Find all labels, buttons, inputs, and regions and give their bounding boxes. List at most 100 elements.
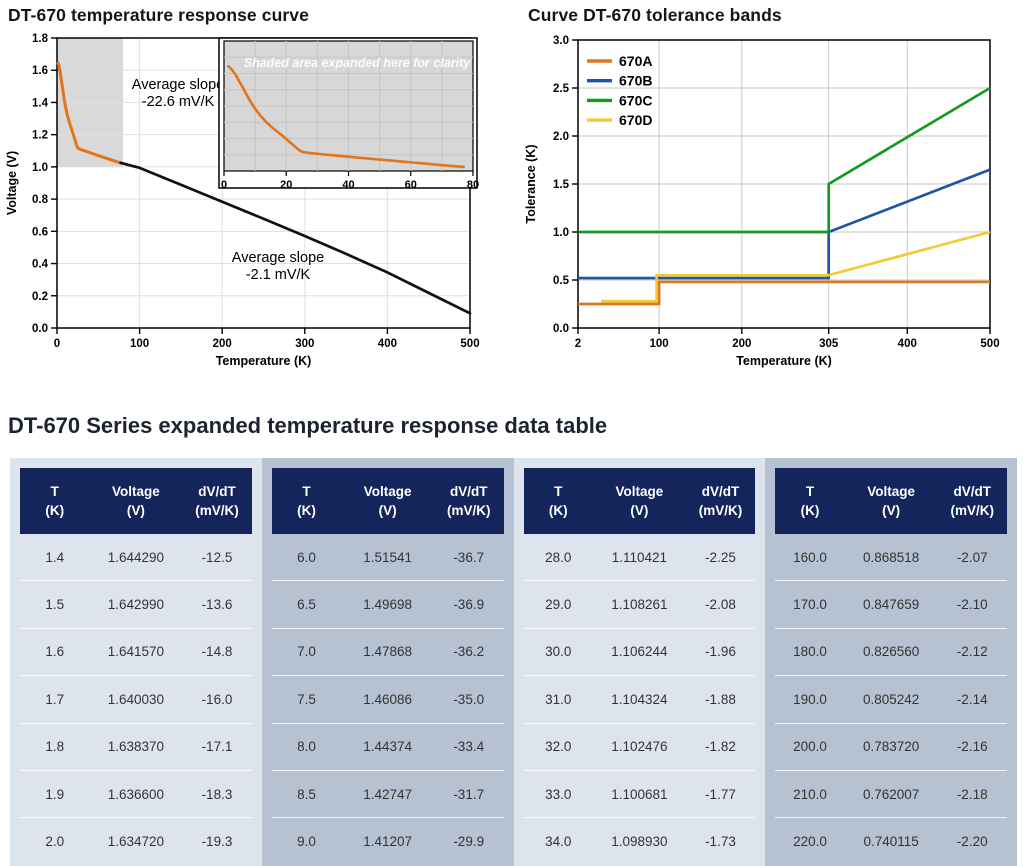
header-cell: Voltage (V) [90, 482, 183, 520]
cell-dvdt: -35.0 [453, 691, 485, 707]
cell-dvdt: -18.3 [201, 786, 233, 802]
table-header: T (K) Voltage (V) dV/dT (mV/K) [20, 468, 252, 534]
table-row: 31.0 1.104324 -1.88 [523, 675, 756, 722]
cell-dvdt: -2.08 [705, 597, 736, 613]
cell-temperature: 200.0 [793, 739, 827, 755]
cell-dvdt: -2.07 [956, 549, 988, 565]
y-tick-label: 2.0 [553, 131, 569, 143]
header-cell-line: T [805, 484, 815, 499]
cell-temperature: 9.0 [297, 834, 316, 850]
table-row: 7.0 1.47868 -36.2 [271, 627, 504, 675]
cell-dvdt: -16.0 [201, 691, 233, 707]
table-row: 180.0 0.826560 -2.12 [775, 627, 1007, 675]
table-row: 6.0 1.51541 -36.7 [272, 534, 504, 580]
header-cell-line: (K) [45, 503, 65, 518]
cell-dvdt: -1.73 [705, 834, 736, 850]
cell-voltage: 1.102476 [611, 739, 668, 755]
y-tick-label: 0.5 [553, 275, 570, 287]
header-cell: dV/dT (mV/K) [937, 482, 1007, 520]
slope-annotation: -22.6 mV/K [142, 94, 215, 110]
cell-dvdt: -2.25 [705, 549, 736, 565]
x-axis-label: Temperature (K) [216, 354, 312, 368]
cell-temperature: 170.0 [793, 597, 827, 613]
cell-voltage: 0.762007 [862, 786, 920, 802]
x-tick-label: 400 [378, 338, 397, 350]
table-row: 8.5 1.42747 -31.7 [271, 769, 504, 817]
table-panel-2: T (K) Voltage (V) dV/dT (mV/K) 6.0 1.51541 -36.7… [261, 458, 514, 866]
inset-x-tick-label: 60 [405, 179, 417, 191]
header-cell: Voltage (V) [845, 482, 938, 520]
cell-temperature: 1.6 [45, 644, 65, 660]
y-tick-label: 1.6 [32, 65, 48, 77]
cell-voltage: 1.106244 [611, 644, 668, 660]
header-cell: T (K) [775, 482, 845, 520]
cell-temperature: 28.0 [545, 549, 572, 565]
header-cell: dV/dT (mV/K) [182, 482, 252, 520]
table-row: 220.0 0.740115 -2.20 [775, 817, 1007, 864]
header-cell-line: (mV/K) [950, 503, 994, 518]
cell-temperature: 210.0 [793, 786, 827, 802]
slope-annotation: -2.1 mV/K [246, 267, 311, 283]
y-axis-label: Voltage (V) [5, 151, 19, 215]
table-title: DT-670 Series expanded temperature respo… [8, 413, 608, 438]
cell-temperature: 31.0 [545, 691, 572, 707]
cell-dvdt: -12.5 [201, 549, 233, 565]
cell-temperature: 7.0 [297, 644, 316, 660]
cell-voltage: 1.642990 [107, 597, 165, 613]
x-tick-label: 0 [54, 338, 60, 350]
table-row: 1.9 1.636600 -18.3 [20, 769, 252, 817]
cell-voltage: 1.104324 [611, 691, 668, 707]
cell-dvdt: -36.7 [453, 549, 485, 565]
legend-label-670B: 670B [619, 73, 652, 89]
cell-voltage: 1.47868 [363, 644, 413, 660]
tolerance-chart-title: Curve DT-670 tolerance bands [528, 5, 782, 25]
cell-dvdt: -2.18 [956, 786, 988, 802]
cell-dvdt: -36.9 [453, 597, 485, 613]
series-670B-line [578, 168, 991, 280]
table-row: 160.0 0.868518 -2.07 [775, 534, 1007, 580]
cell-dvdt: -13.6 [201, 597, 233, 613]
cell-dvdt: -2.20 [956, 834, 988, 850]
y-tick-label: 2.5 [553, 83, 570, 95]
cell-dvdt: -33.4 [453, 739, 485, 755]
cell-voltage: 0.826560 [862, 644, 920, 660]
cell-voltage: 0.783720 [862, 739, 920, 755]
header-cell-line: (K) [548, 503, 568, 518]
cell-dvdt: -1.96 [705, 644, 736, 660]
table-row: 7.5 1.46086 -35.0 [271, 675, 504, 722]
inset-series [227, 65, 465, 169]
cell-voltage: 1.641570 [107, 644, 165, 660]
header-cell-line: Voltage [867, 484, 915, 499]
x-tick-label: 2 [575, 338, 581, 350]
series-low-temperature-segment [56, 61, 123, 165]
slope-annotation: Average slope [132, 77, 224, 93]
y-tick-label: 0.0 [32, 323, 48, 335]
header-cell-line: Voltage [363, 484, 412, 499]
cell-voltage: 1.51541 [363, 549, 413, 565]
cell-temperature: 29.0 [545, 597, 572, 613]
table-row: 29.0 1.108261 -2.08 [523, 580, 756, 627]
header-cell: dV/dT (mV/K) [686, 482, 756, 520]
cell-temperature: 1.9 [45, 786, 65, 802]
x-tick-label: 305 [819, 338, 839, 350]
y-tick-label: 3.0 [553, 35, 569, 47]
table-row: 9.0 1.41207 -29.9 [271, 817, 504, 864]
header-cell: dV/dT (mV/K) [434, 482, 504, 520]
y-tick-label: 1.4 [32, 97, 49, 109]
y-tick-label: 0.6 [32, 226, 48, 238]
table-row: 33.0 1.100681 -1.77 [523, 769, 756, 817]
cell-temperature: 1.5 [45, 597, 65, 613]
header-cell-line: (V) [126, 503, 145, 518]
data-table: T (K) Voltage (V) dV/dT (mV/K) 1.4 1.644290 -12.… [10, 458, 1017, 866]
cell-voltage: 1.41207 [363, 834, 413, 850]
x-tick-label: 200 [213, 338, 232, 350]
x-tick-label: 400 [898, 338, 917, 350]
cell-temperature: 1.8 [45, 739, 65, 755]
cell-voltage: 1.46086 [363, 691, 413, 707]
cell-temperature: 1.4 [45, 549, 65, 565]
cell-voltage: 1.636600 [107, 786, 165, 802]
table-panel-4: T (K) Voltage (V) dV/dT (mV/K) 160.0 0.868518 -2… [765, 458, 1017, 866]
legend-label-670D: 670D [619, 112, 652, 128]
table-row: 200.0 0.783720 -2.16 [775, 722, 1007, 770]
